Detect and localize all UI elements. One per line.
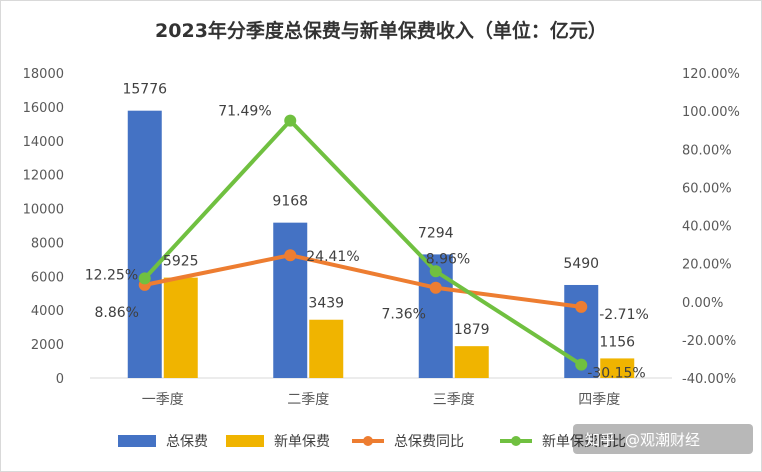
point-total-yoy	[429, 281, 442, 294]
axes-layer: 0 2000 4000 6000 8000 10000 12000 14000 16000 180…	[23, 67, 740, 408]
data-label-total-premium: 5490	[563, 256, 599, 272]
y-right-tick-label: 40.00%	[682, 220, 732, 235]
data-label-new-yoy: 8.96%	[426, 251, 470, 267]
point-total-yoy	[284, 249, 297, 262]
y-left-tick-label: 12000	[23, 169, 64, 184]
y-left-tick-label: 18000	[23, 67, 64, 82]
legend-label: 新单保费	[274, 434, 330, 450]
y-right-tick-label: 120.00%	[682, 67, 740, 82]
data-label-new-yoy: 71.49%	[218, 104, 271, 120]
bar-new-premium	[163, 277, 198, 378]
data-label-new-yoy: 12.25%	[85, 267, 138, 283]
point-new-yoy	[284, 114, 297, 127]
data-label-new-yoy: -30.15%	[587, 366, 645, 382]
bar-new-premium	[454, 346, 489, 378]
y-left-tick-label: 10000	[23, 203, 64, 218]
bar-new-premium	[309, 319, 344, 378]
y-right-tick-label: 60.00%	[682, 181, 732, 196]
watermark-account: @观潮财经	[625, 431, 700, 449]
y-left-tick-label: 6000	[31, 270, 64, 285]
legend-swatch-bar	[118, 435, 156, 447]
y-right-tick-label: 80.00%	[682, 143, 732, 158]
bar-new-premium	[600, 358, 635, 378]
x-category-label: 四季度	[578, 392, 620, 408]
data-labels-layer: 15776 9168 7294 5490 5925 3439 1879 1156 8.86% 24…	[85, 82, 649, 382]
y-right-tick-label: -20.00%	[682, 334, 736, 349]
data-label-total-premium: 9168	[272, 194, 308, 210]
point-new-yoy	[138, 272, 151, 285]
legend-swatch-bar	[226, 435, 264, 447]
data-label-new-premium: 3439	[308, 296, 344, 312]
legend: 总保费 新单保费 总保费同比 新单保费同比	[118, 434, 626, 450]
legend-label: 总保费	[166, 434, 208, 450]
legend-label: 总保费同比	[394, 434, 464, 450]
chart-title: 2023年分季度总保费与新单保费收入（单位：亿元）	[155, 19, 607, 42]
data-label-new-premium: 1156	[599, 334, 635, 350]
point-new-yoy	[575, 358, 588, 371]
data-label-total-yoy: 8.86%	[95, 305, 139, 321]
data-label-total-yoy: -2.71%	[599, 307, 649, 323]
watermark: 知乎 @观潮财经	[573, 424, 753, 454]
y-right-tick-label: 0.00%	[682, 296, 723, 311]
y-left-tick-label: 4000	[31, 304, 64, 319]
y-right-tick-label: -40.00%	[682, 372, 736, 387]
bars-layer	[127, 110, 635, 378]
y-left-tick-label: 8000	[31, 236, 64, 251]
data-label-total-yoy: 7.36%	[382, 307, 426, 323]
data-label-new-premium: 5925	[163, 254, 199, 270]
watermark-platform: 知乎	[585, 431, 615, 449]
y-left-tick-label: 16000	[23, 101, 64, 116]
data-label-total-premium: 15776	[122, 82, 167, 98]
bar-total-premium	[273, 222, 308, 378]
legend-swatch-marker	[363, 436, 373, 446]
y-left-tick-label: 0	[56, 372, 64, 387]
y-right-tick-label: 20.00%	[682, 258, 732, 273]
y-right-tick-label: 100.00%	[682, 105, 740, 120]
x-category-label: 一季度	[142, 392, 184, 408]
y-left-tick-label: 2000	[31, 338, 64, 353]
watermark-backdrop	[573, 424, 753, 454]
lines-layer	[138, 114, 588, 371]
legend-swatch-marker	[511, 436, 521, 446]
point-total-yoy	[575, 300, 588, 313]
data-label-total-yoy: 24.41%	[306, 249, 359, 265]
line-new-yoy	[142, 118, 584, 367]
line-total-yoy	[142, 253, 584, 309]
bar-total-premium	[127, 110, 162, 378]
x-category-label: 三季度	[433, 392, 475, 408]
data-label-new-premium: 1879	[454, 322, 490, 338]
x-category-label: 二季度	[287, 392, 329, 408]
legend-label: 新单保费同比	[542, 434, 626, 450]
data-label-total-premium: 7294	[418, 225, 454, 241]
y-left-tick-label: 14000	[23, 135, 64, 150]
point-new-yoy	[429, 265, 442, 278]
